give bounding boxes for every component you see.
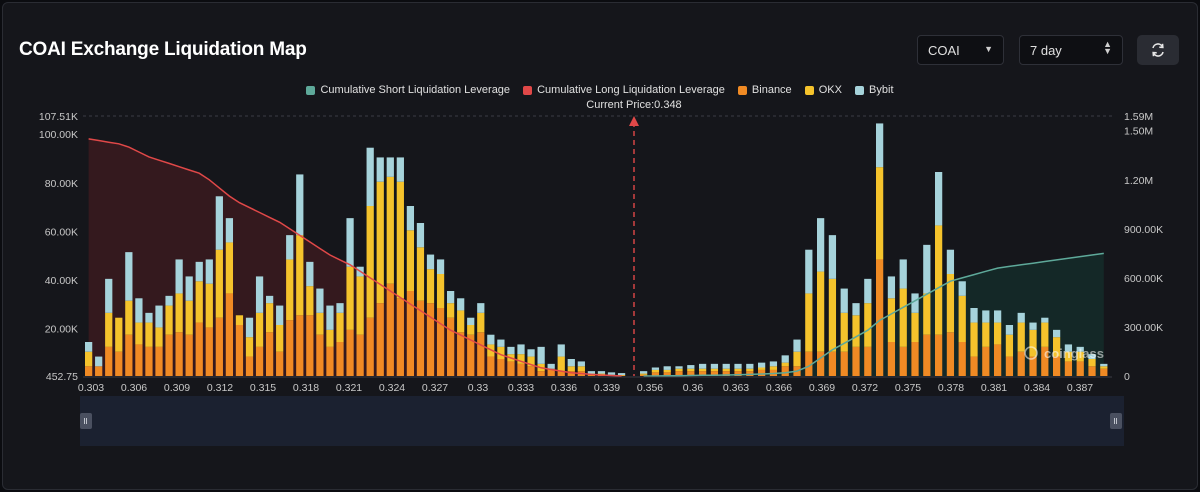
range-select-value: 7 day — [1030, 43, 1062, 58]
range-handle-left[interactable] — [80, 413, 92, 429]
symbol-select[interactable]: COAI ▼ — [917, 35, 1004, 65]
legend-item-okx[interactable]: OKX — [804, 84, 842, 96]
refresh-button[interactable] — [1137, 35, 1179, 65]
range-handle-right[interactable] — [1110, 413, 1122, 429]
legend-item-short[interactable]: Cumulative Short Liquidation Leverage — [306, 84, 510, 96]
refresh-icon — [1152, 43, 1164, 57]
page-title: COAI Exchange Liquidation Map — [19, 39, 307, 60]
chevron-down-icon: ▼ — [984, 44, 993, 54]
updown-icon: ▲ ▼ — [1103, 39, 1112, 56]
range-select[interactable]: 7 day ▲ ▼ — [1019, 35, 1123, 65]
legend-item-long[interactable]: Cumulative Long Liquidation Leverage — [523, 84, 725, 96]
chart-legend: Cumulative Short Liquidation Leverage Cu… — [0, 84, 1200, 98]
current-price-label: Current Price:0.348 — [586, 99, 682, 111]
legend-item-binance[interactable]: Binance — [737, 84, 792, 96]
legend-item-bybit[interactable]: Bybit — [855, 84, 894, 96]
range-scroll-track[interactable] — [80, 396, 1124, 446]
symbol-select-value: COAI — [928, 43, 960, 58]
